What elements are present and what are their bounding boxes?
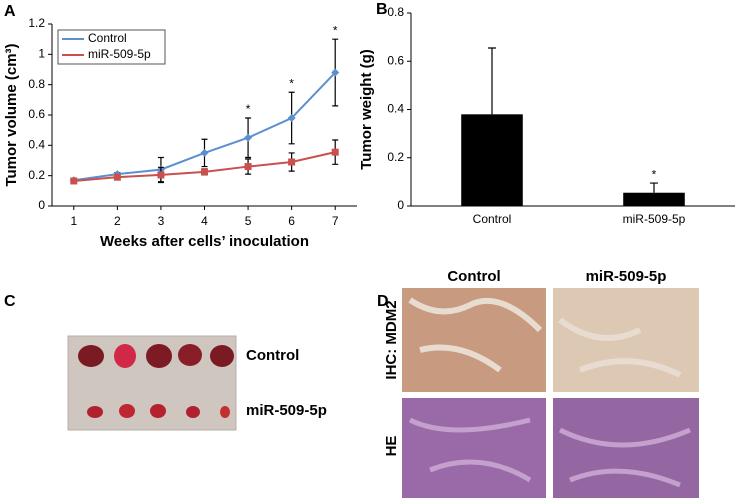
panel-label: C xyxy=(4,293,16,310)
x-tick-label: 6 xyxy=(288,214,295,228)
row-label: Control xyxy=(246,347,299,364)
x-tick-label: 1 xyxy=(70,214,77,228)
panel-label: D xyxy=(377,293,389,310)
y-tick-label: 0.4 xyxy=(28,138,45,152)
x-tick-label: 3 xyxy=(158,214,165,228)
x-tick-label: 4 xyxy=(201,214,208,228)
panel-label: B xyxy=(376,1,388,18)
marker xyxy=(288,158,296,166)
y-tick-label: 0 xyxy=(397,198,404,212)
x-tick-label: miR-509-5p xyxy=(623,212,686,226)
x-tick-label: 2 xyxy=(114,214,121,228)
y-tick-label: 0.2 xyxy=(28,168,45,182)
x-axis-label: Weeks after cells’ inoculation xyxy=(100,233,309,250)
y-tick-label: 0 xyxy=(38,198,45,212)
error-bar xyxy=(488,47,496,115)
column-label: Control xyxy=(447,268,500,285)
legend-label: miR-509-5p xyxy=(88,47,151,61)
histology-images xyxy=(402,288,699,498)
y-tick-label: 0.4 xyxy=(387,102,404,116)
y-tick-label: 0.8 xyxy=(387,5,404,19)
row-label: miR-509-5p xyxy=(246,402,327,419)
row-label: IHC: MDM2 xyxy=(383,300,400,379)
annotation: * xyxy=(289,76,294,90)
annotation: * xyxy=(333,23,338,37)
marker xyxy=(70,177,78,185)
x-tick-label: 7 xyxy=(332,214,339,228)
x-tick-label: Control xyxy=(473,212,512,226)
y-tick-label: 0.8 xyxy=(28,77,45,91)
marker xyxy=(201,168,208,176)
y-tick-label: 1 xyxy=(38,47,45,61)
marker xyxy=(287,114,296,123)
marker xyxy=(331,68,340,77)
y-axis-label: Tumor volume (cm³) xyxy=(3,43,20,186)
bar xyxy=(461,114,523,206)
y-tick-label: 0.6 xyxy=(387,53,404,67)
legend-box xyxy=(57,29,166,65)
marker xyxy=(244,133,253,142)
panel-label: A xyxy=(4,3,16,20)
y-tick-label: 0.2 xyxy=(387,150,404,164)
column-label: miR-509-5p xyxy=(586,268,667,285)
legend-label: Control xyxy=(88,31,127,45)
marker xyxy=(200,148,209,157)
bar xyxy=(623,192,685,206)
error-bar xyxy=(650,182,658,193)
x-tick-label: 5 xyxy=(245,214,252,228)
y-tick-label: 1.2 xyxy=(28,16,45,30)
annotation: * xyxy=(246,102,251,116)
tumor-photo xyxy=(67,335,237,431)
y-axis-label: Tumor weight (g) xyxy=(358,49,375,170)
marker xyxy=(157,171,165,179)
marker xyxy=(113,173,121,181)
marker xyxy=(331,148,339,156)
y-tick-label: 0.6 xyxy=(28,107,45,121)
marker xyxy=(244,163,252,171)
row-label: HE xyxy=(383,436,400,457)
annotation: * xyxy=(652,167,657,181)
